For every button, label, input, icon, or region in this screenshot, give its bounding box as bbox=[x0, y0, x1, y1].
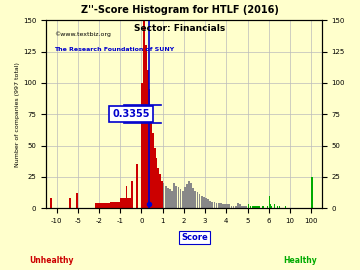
Bar bbox=[159, 174, 161, 208]
Bar bbox=[167, 188, 169, 208]
Bar bbox=[246, 206, 247, 208]
Bar bbox=[182, 191, 184, 208]
Bar bbox=[262, 206, 264, 208]
Bar bbox=[145, 45, 147, 208]
Bar bbox=[226, 204, 228, 208]
Text: Score: Score bbox=[181, 233, 208, 242]
Bar bbox=[239, 204, 241, 208]
Bar bbox=[192, 188, 194, 208]
Bar bbox=[175, 185, 177, 208]
Bar bbox=[50, 198, 52, 208]
Text: Z''-Score Histogram for HTLF (2016): Z''-Score Histogram for HTLF (2016) bbox=[81, 5, 279, 15]
Bar bbox=[222, 204, 224, 208]
Bar bbox=[210, 201, 211, 208]
Bar bbox=[136, 164, 138, 208]
Bar bbox=[237, 203, 239, 208]
Bar bbox=[149, 89, 150, 208]
Bar bbox=[311, 177, 313, 208]
Bar bbox=[186, 184, 188, 208]
Bar bbox=[120, 198, 131, 208]
Bar bbox=[258, 206, 260, 208]
Bar bbox=[173, 183, 175, 208]
Bar bbox=[95, 203, 99, 208]
Bar bbox=[157, 168, 159, 208]
Bar bbox=[216, 203, 217, 208]
Bar bbox=[156, 158, 157, 208]
Bar bbox=[169, 189, 171, 208]
Bar bbox=[69, 198, 71, 208]
Bar bbox=[180, 189, 181, 208]
Bar bbox=[207, 200, 209, 208]
Bar bbox=[241, 206, 243, 208]
Bar bbox=[197, 192, 198, 208]
Bar bbox=[110, 202, 120, 208]
Bar bbox=[229, 204, 230, 208]
Y-axis label: Number of companies (997 total): Number of companies (997 total) bbox=[15, 62, 20, 167]
Bar bbox=[233, 206, 234, 208]
Bar bbox=[243, 206, 245, 208]
Bar bbox=[141, 83, 143, 208]
Bar bbox=[161, 181, 163, 208]
Bar bbox=[150, 108, 152, 208]
Bar bbox=[165, 185, 167, 208]
Bar bbox=[218, 203, 220, 208]
Bar bbox=[269, 196, 270, 208]
Bar bbox=[285, 206, 286, 208]
Bar bbox=[199, 194, 201, 208]
Text: 0.3355: 0.3355 bbox=[112, 109, 150, 119]
Bar bbox=[249, 206, 251, 208]
Bar bbox=[194, 191, 196, 208]
Bar bbox=[270, 204, 271, 208]
Bar bbox=[248, 204, 249, 208]
Bar bbox=[274, 204, 275, 208]
Bar bbox=[256, 206, 258, 208]
Text: Unhealthy: Unhealthy bbox=[29, 256, 73, 265]
Bar bbox=[254, 206, 256, 208]
Bar bbox=[171, 191, 173, 208]
Bar bbox=[184, 187, 186, 208]
Bar bbox=[190, 183, 192, 208]
Bar bbox=[277, 206, 278, 208]
Bar bbox=[224, 204, 226, 208]
Bar bbox=[252, 206, 253, 208]
Bar bbox=[235, 206, 237, 208]
Bar bbox=[177, 187, 179, 208]
Bar bbox=[154, 148, 156, 208]
Bar bbox=[220, 203, 222, 208]
Bar bbox=[279, 206, 280, 208]
Bar bbox=[205, 198, 207, 208]
Bar bbox=[99, 203, 110, 208]
Bar bbox=[230, 206, 232, 208]
Bar bbox=[201, 196, 203, 208]
Text: ©www.textbiz.org: ©www.textbiz.org bbox=[54, 32, 111, 37]
Bar bbox=[203, 197, 205, 208]
Text: The Research Foundation of SUNY: The Research Foundation of SUNY bbox=[54, 46, 175, 52]
Bar bbox=[131, 181, 132, 208]
Bar bbox=[211, 202, 213, 208]
Bar bbox=[147, 70, 149, 208]
Text: Sector: Financials: Sector: Financials bbox=[134, 24, 226, 33]
Bar bbox=[188, 181, 190, 208]
Bar bbox=[152, 133, 154, 208]
Text: Healthy: Healthy bbox=[283, 256, 317, 265]
Bar bbox=[76, 193, 78, 208]
Bar bbox=[267, 206, 269, 208]
Bar bbox=[126, 185, 127, 208]
Bar bbox=[213, 202, 215, 208]
Bar bbox=[163, 183, 165, 208]
Bar bbox=[271, 206, 273, 208]
Bar bbox=[143, 20, 145, 208]
